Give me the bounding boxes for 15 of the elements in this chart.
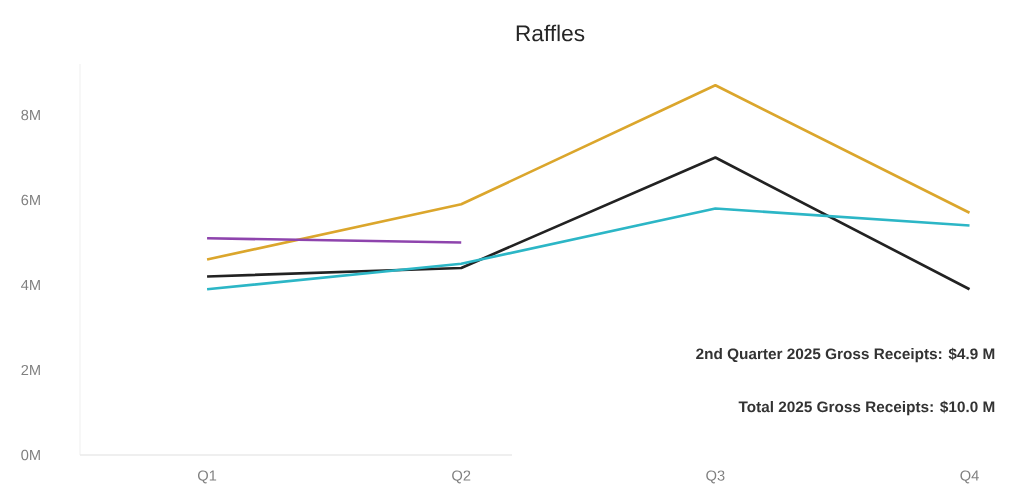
x-tick-label: Q2 (452, 470, 471, 484)
line-series (205, 83, 971, 261)
y-tick-label: 0M (21, 449, 40, 461)
y-tick-label: 2M (21, 364, 40, 376)
x-tick-label: Q3 (706, 470, 725, 484)
y-tick-label: 6M (21, 194, 40, 206)
x-tick-label: Q1 (197, 470, 217, 484)
line-series (205, 207, 971, 291)
chart-title: Raffles (516, 24, 585, 42)
annotation: 2nd Quarter 2025 Gross Receipts: $4.9 M (696, 347, 995, 363)
y-tick-label: 8M (21, 109, 40, 121)
line-series (205, 156, 971, 291)
annotation: Total 2025 Gross Receipts: $10.0 M (738, 400, 995, 416)
x-tick-label: Q4 (960, 470, 979, 484)
y-tick-label: 4M (21, 279, 40, 291)
